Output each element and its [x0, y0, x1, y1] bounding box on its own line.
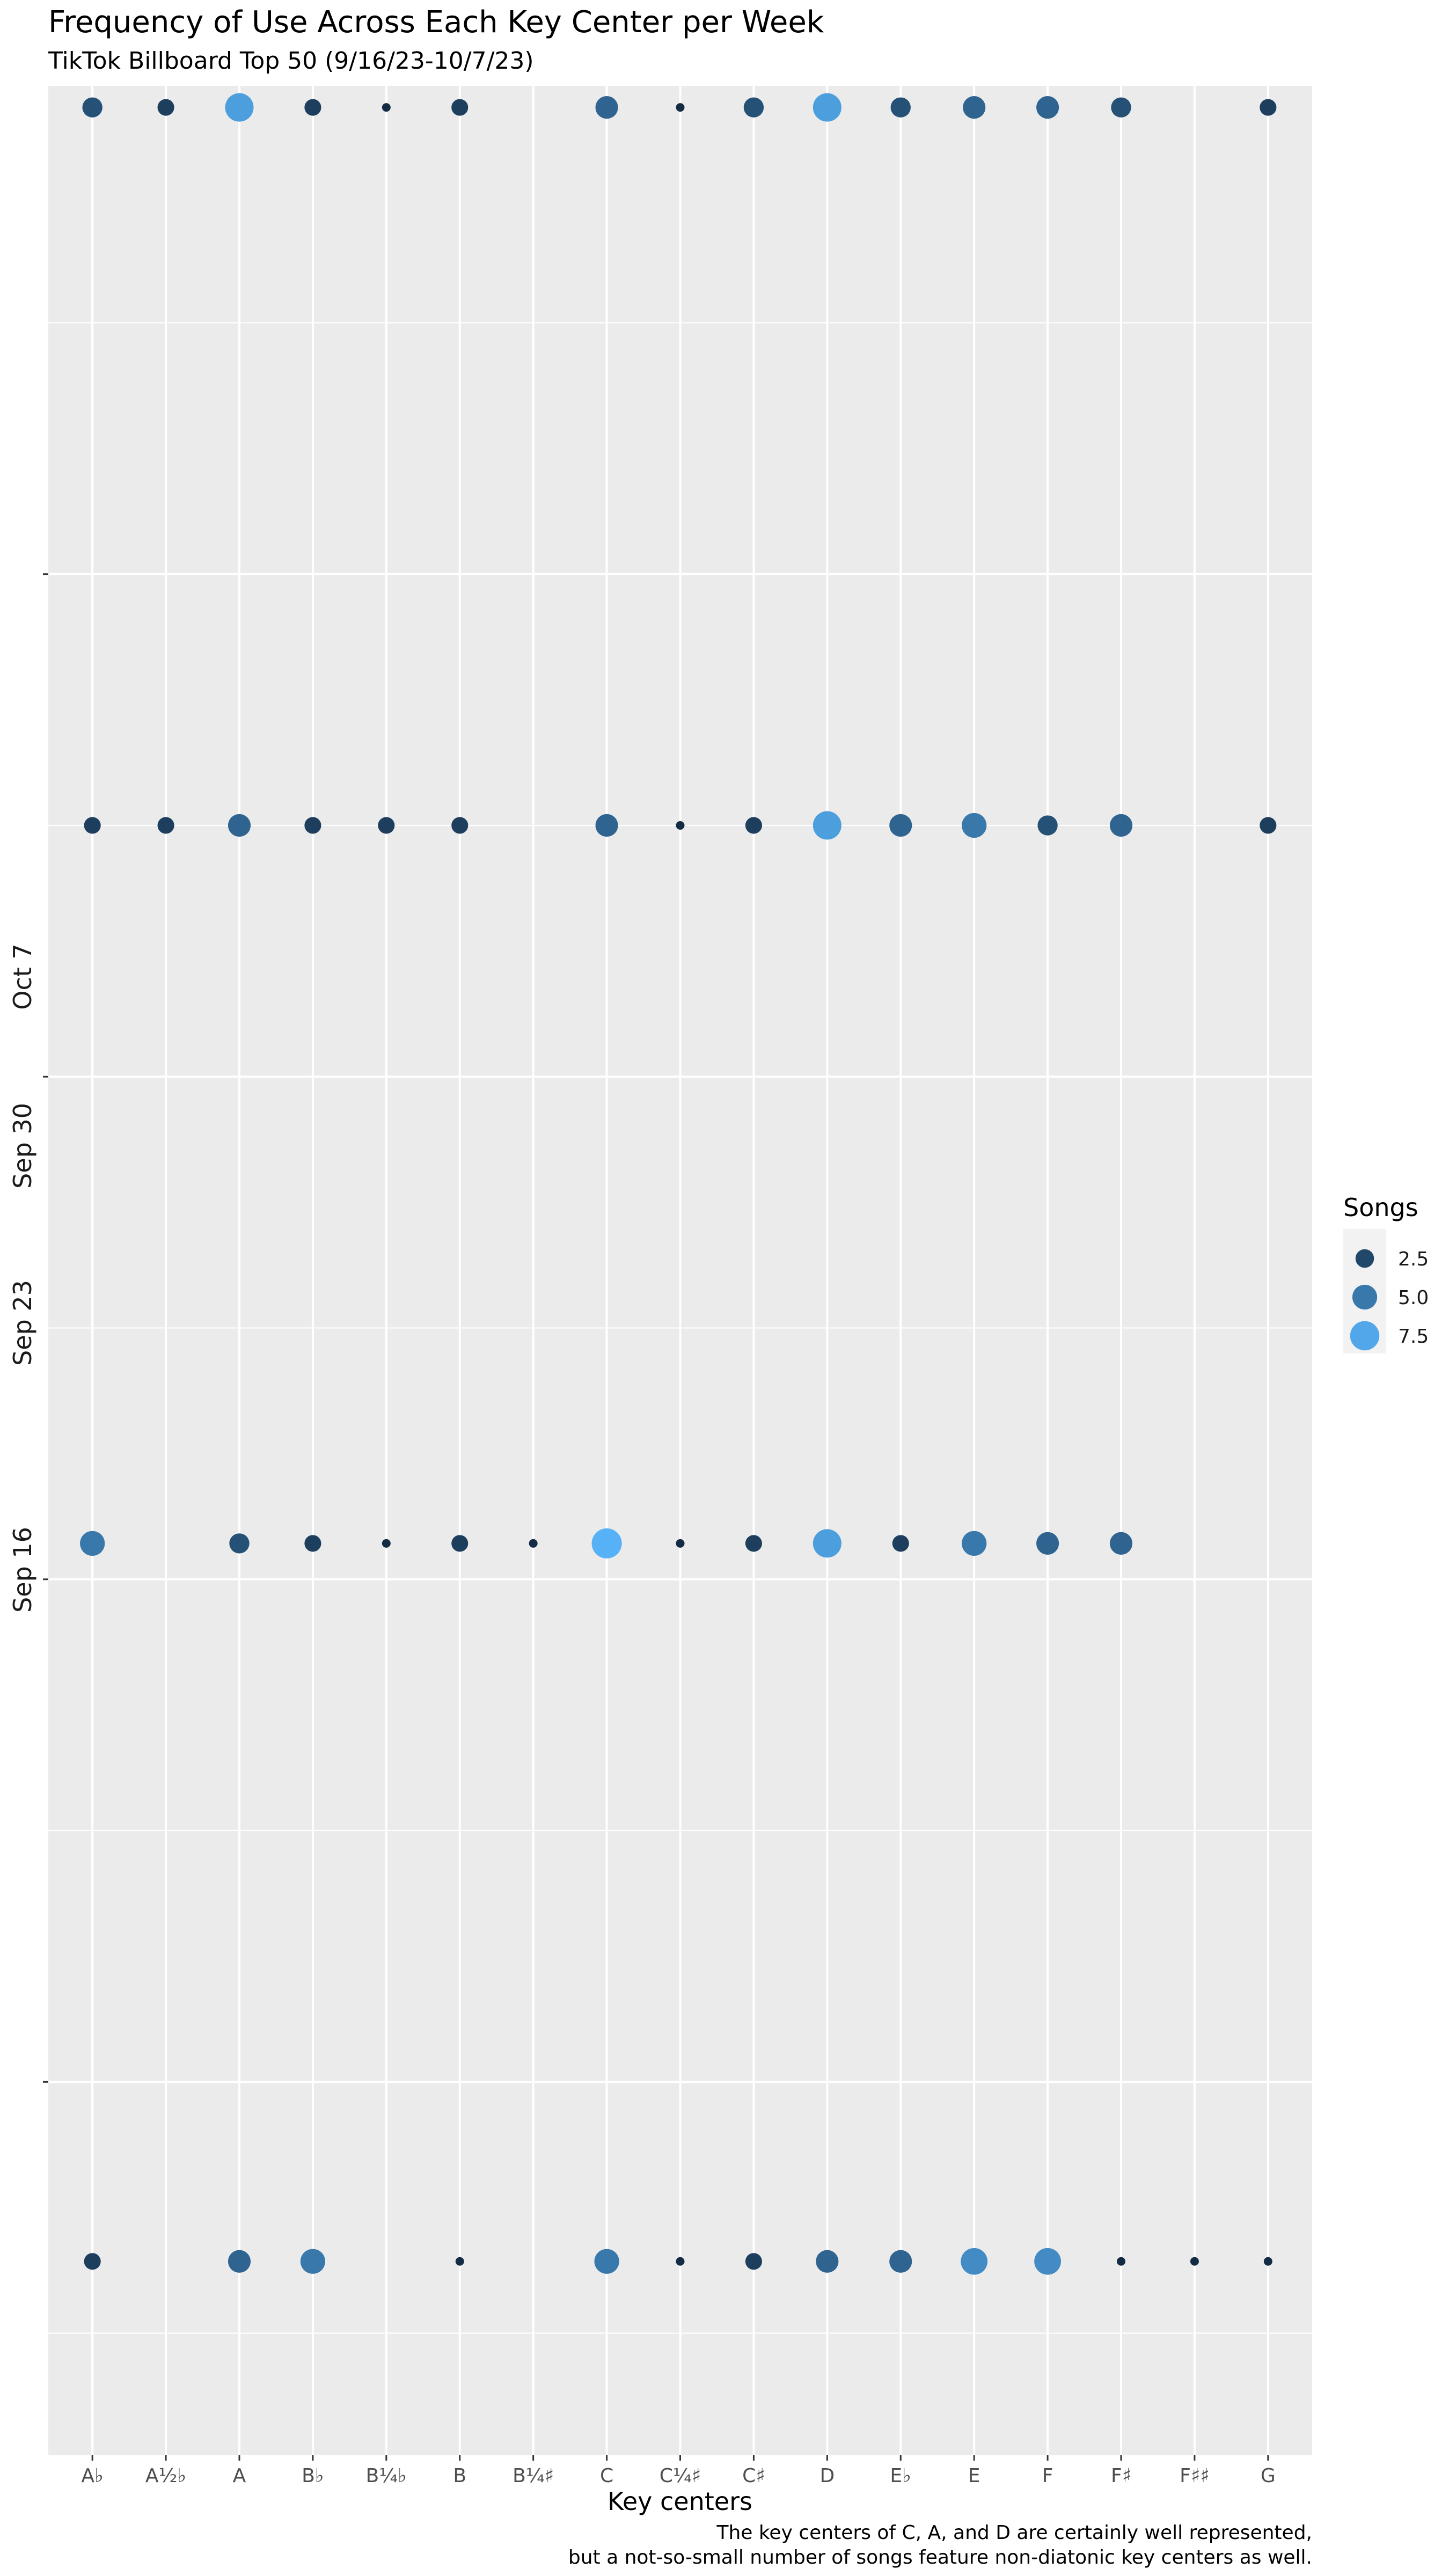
caption-line-2: but a not-so-small number of songs featu… [568, 2546, 1312, 2568]
data-point [304, 1535, 321, 1552]
caption-line-1: The key centers of C, A, and D are certa… [716, 2522, 1312, 2544]
chart-subtitle: TikTok Billboard Top 50 (9/16/23-10/7/23… [48, 47, 534, 75]
y-axis-ticks: Sep 16 Sep 23 Sep 30 Oct 7 [8, 573, 48, 2083]
data-point [1036, 1532, 1059, 1555]
data-point [595, 814, 618, 837]
data-point [451, 1535, 469, 1552]
data-point [1190, 2257, 1199, 2266]
data-point [378, 817, 395, 834]
data-point [745, 2253, 762, 2270]
x-tick-label: E♭ [890, 2465, 911, 2487]
data-point [745, 817, 762, 834]
data-point [745, 1535, 762, 1552]
data-point [1034, 2248, 1061, 2275]
data-point [676, 2257, 685, 2266]
legend-key [1350, 1321, 1380, 1351]
y-tick-label: Oct 7 [8, 943, 37, 1009]
legend-label: 2.5 [1398, 1248, 1429, 1270]
data-points [80, 93, 1277, 2275]
legend: Songs 2.5 5.0 7.5 [1343, 1193, 1429, 1353]
data-point [676, 1539, 685, 1548]
x-tick-label: B¼♭ [366, 2465, 407, 2487]
data-point [595, 96, 618, 119]
data-point [80, 1531, 105, 1556]
data-point [813, 93, 841, 122]
data-point [1111, 97, 1131, 118]
data-point [594, 2249, 619, 2274]
data-point [451, 99, 469, 116]
x-tick-label: B¼♯ [513, 2465, 554, 2487]
y-tick-label: Sep 23 [8, 1280, 37, 1366]
x-tick-label: F [1042, 2465, 1053, 2487]
data-point [1260, 817, 1277, 834]
x-tick-label: B♭ [302, 2465, 324, 2487]
chart-title: Frequency of Use Across Each Key Center … [48, 5, 824, 40]
data-point [1109, 814, 1133, 837]
data-point [455, 2257, 464, 2266]
y-tick-label: Sep 16 [8, 1527, 37, 1613]
data-point [1117, 2257, 1126, 2266]
data-point [892, 1535, 909, 1552]
data-point [1037, 815, 1058, 836]
data-point [889, 814, 912, 837]
data-point [228, 2250, 251, 2273]
x-tick-label: A [233, 2465, 246, 2487]
data-point [300, 2249, 326, 2274]
data-point [890, 97, 911, 118]
data-point [676, 821, 685, 830]
legend-label: 5.0 [1398, 1287, 1429, 1309]
x-axis-ticks: A♭ A½♭ A B♭ B¼♭ B B¼♯ C C¼♯ C♯ D E♭ E F F♯ F♯♯ G [81, 2455, 1276, 2487]
x-axis-title: Key centers [608, 2487, 752, 2516]
data-point [382, 1539, 391, 1548]
data-point [157, 99, 174, 116]
data-point [889, 2250, 912, 2273]
x-tick-label: D [819, 2465, 835, 2487]
data-point [743, 97, 764, 118]
data-point [963, 96, 986, 119]
legend-key [1352, 1284, 1378, 1310]
data-point [1036, 96, 1059, 119]
data-point [157, 817, 174, 834]
data-point [961, 2248, 988, 2275]
data-point [1260, 99, 1277, 116]
data-point [962, 813, 987, 838]
data-point [676, 103, 685, 112]
data-point [813, 1529, 841, 1558]
data-point [816, 2250, 839, 2273]
x-tick-label: C [600, 2465, 613, 2487]
data-point [1109, 1532, 1133, 1555]
x-tick-label: C♯ [742, 2465, 765, 2487]
data-point [382, 103, 391, 112]
data-point [225, 93, 254, 122]
x-tick-label: F♯ [1111, 2465, 1131, 2487]
legend-key [1355, 1249, 1374, 1268]
x-tick-label: A♭ [81, 2465, 104, 2487]
legend-label: 7.5 [1398, 1326, 1429, 1348]
x-tick-label: F♯♯ [1180, 2465, 1210, 2487]
x-tick-label: B [453, 2465, 466, 2487]
x-tick-label: C¼♯ [660, 2465, 701, 2487]
data-point [1263, 2257, 1272, 2266]
grid-lines [48, 86, 1312, 2455]
data-point [84, 817, 101, 834]
data-point [304, 817, 321, 834]
legend-title: Songs [1343, 1193, 1418, 1222]
data-point [228, 814, 251, 837]
data-point [304, 99, 321, 116]
data-point [529, 1539, 538, 1548]
x-tick-label: G [1261, 2465, 1276, 2487]
y-tick-label: Sep 30 [8, 1103, 37, 1189]
x-tick-label: A½♭ [145, 2465, 187, 2487]
data-point [82, 97, 103, 118]
data-point [591, 1528, 622, 1558]
x-tick-label: E [968, 2465, 980, 2487]
data-point [813, 811, 841, 840]
data-point [229, 1533, 250, 1554]
data-point [962, 1531, 987, 1556]
data-point [84, 2253, 101, 2270]
data-point [451, 817, 469, 834]
